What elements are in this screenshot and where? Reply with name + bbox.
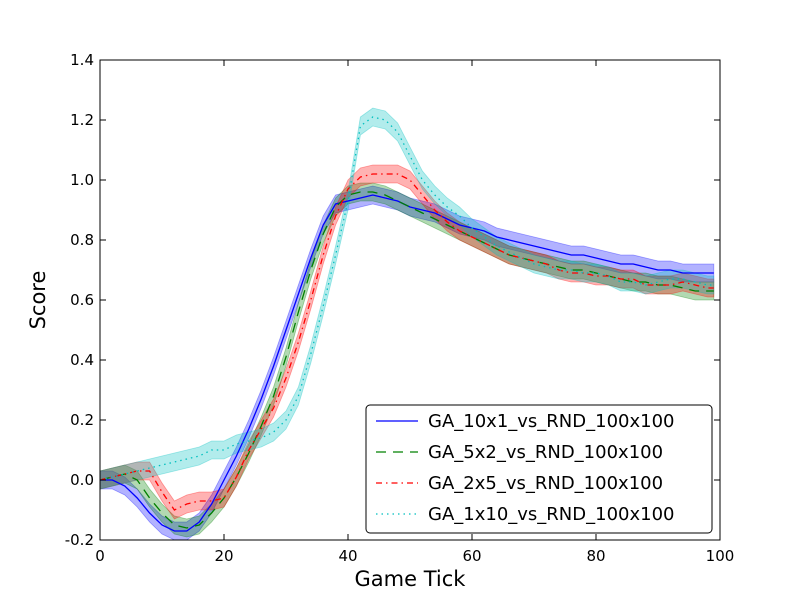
- y-tick-label: 0.0: [70, 471, 94, 489]
- x-tick-label: 60: [462, 547, 481, 565]
- x-tick-label: 0: [95, 547, 105, 565]
- band-series-1: [99, 185, 715, 541]
- legend-box: [365, 404, 713, 534]
- y-tick-label: 0.4: [70, 351, 94, 369]
- band-series-4: [99, 107, 715, 490]
- y-tick-label: 1.4: [70, 51, 94, 69]
- legend-label: GA_10x1_vs_RND_100x100: [428, 411, 675, 432]
- y-tick-label: 0.6: [70, 291, 94, 309]
- y-tick-label: 0.8: [70, 231, 94, 249]
- legend: GA_10x1_vs_RND_100x100 GA_5x2_vs_RND_100x…: [365, 404, 713, 534]
- legend-label: GA_1x10_vs_RND_100x100: [428, 504, 675, 525]
- x-tick-label: 40: [338, 547, 357, 565]
- x-tick-label: 20: [214, 547, 233, 565]
- y-tick-label: 1.0: [70, 171, 94, 189]
- line-series-3: [99, 173, 714, 511]
- y-axis-title: Score: [26, 271, 50, 330]
- band-series-3: [99, 164, 715, 520]
- x-tick-label: 100: [706, 547, 735, 565]
- x-tick-label: 80: [586, 547, 605, 565]
- y-axis-ticks: -0.2 0.0 0.2 0.4 0.6 0.8 1.0 1.2 1.4: [65, 51, 720, 549]
- x-axis-ticks: 0 20 40 60 80 100: [95, 60, 734, 565]
- legend-label: GA_2x5_vs_RND_100x100: [428, 473, 663, 494]
- band-series-2: [99, 182, 715, 538]
- y-tick-label: 0.2: [70, 411, 94, 429]
- y-tick-label: 1.2: [70, 111, 94, 129]
- line-series-1: [100, 194, 714, 532]
- x-axis-title: Game Tick: [355, 567, 467, 591]
- confidence-bands: [99, 107, 715, 541]
- y-tick-label: -0.2: [65, 531, 94, 549]
- legend-label: GA_5x2_vs_RND_100x100: [428, 442, 663, 463]
- series-lines: [99, 116, 714, 532]
